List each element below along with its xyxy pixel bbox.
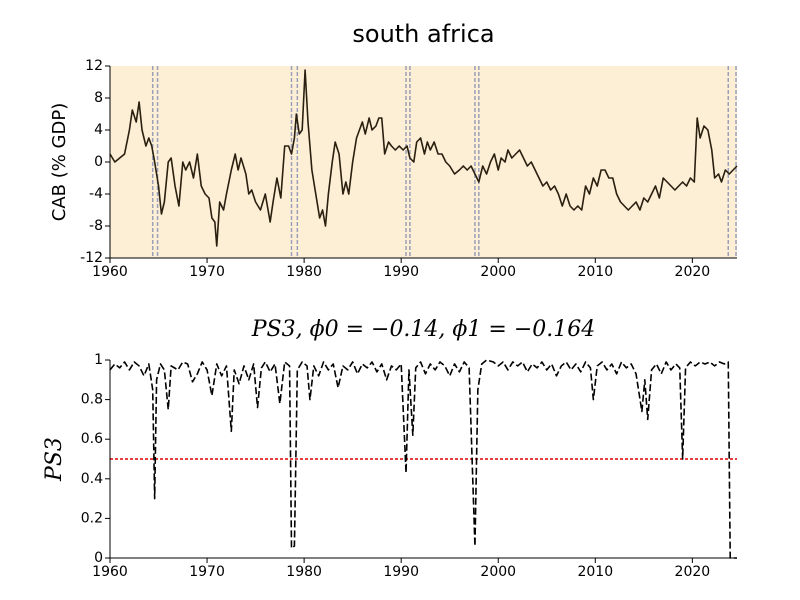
x-tick-label: 1990	[383, 264, 419, 280]
y-tick-label: 0.8	[81, 392, 103, 408]
y-tick-label: 0.2	[81, 510, 103, 526]
y-tick-label: 0	[94, 550, 103, 566]
x-tick-label: 2000	[480, 264, 516, 280]
y-axis-label: PS3	[42, 437, 67, 482]
x-tick-label: 1980	[286, 264, 322, 280]
x-tick-label: 1990	[383, 564, 419, 580]
y-tick-label: 8	[94, 90, 103, 106]
x-tick-label: 1980	[286, 564, 322, 580]
chart-title: south africa	[352, 20, 494, 48]
chart-title: PS3, ϕ0 = −0.14, ϕ1 = −0.164	[251, 317, 596, 342]
y-tick-label: -4	[89, 186, 103, 202]
data-line	[109, 359, 737, 559]
x-tick-label: 2010	[577, 264, 613, 280]
y-tick-label: -8	[89, 218, 103, 234]
y-tick-label: 0.4	[81, 471, 103, 487]
x-tick-label: 1960	[92, 264, 128, 280]
x-tick-label: 1970	[189, 564, 225, 580]
x-tick-label: 1960	[92, 564, 128, 580]
x-tick-label: 2020	[675, 264, 711, 280]
plot-background	[110, 66, 737, 258]
y-tick-label: 0	[94, 154, 103, 170]
x-tick-label: 1970	[189, 264, 225, 280]
y-tick-label: 1	[94, 352, 103, 368]
x-tick-label: 2000	[480, 564, 516, 580]
y-axis-label: CAB (% GDP)	[49, 103, 70, 222]
x-tick-label: 2010	[577, 564, 613, 580]
y-tick-label: -12	[80, 250, 103, 266]
y-tick-label: 12	[85, 58, 103, 74]
x-tick-label: 2020	[675, 564, 711, 580]
y-tick-label: 4	[94, 122, 103, 138]
y-tick-label: 0.6	[81, 431, 103, 447]
data-line	[109, 69, 738, 247]
